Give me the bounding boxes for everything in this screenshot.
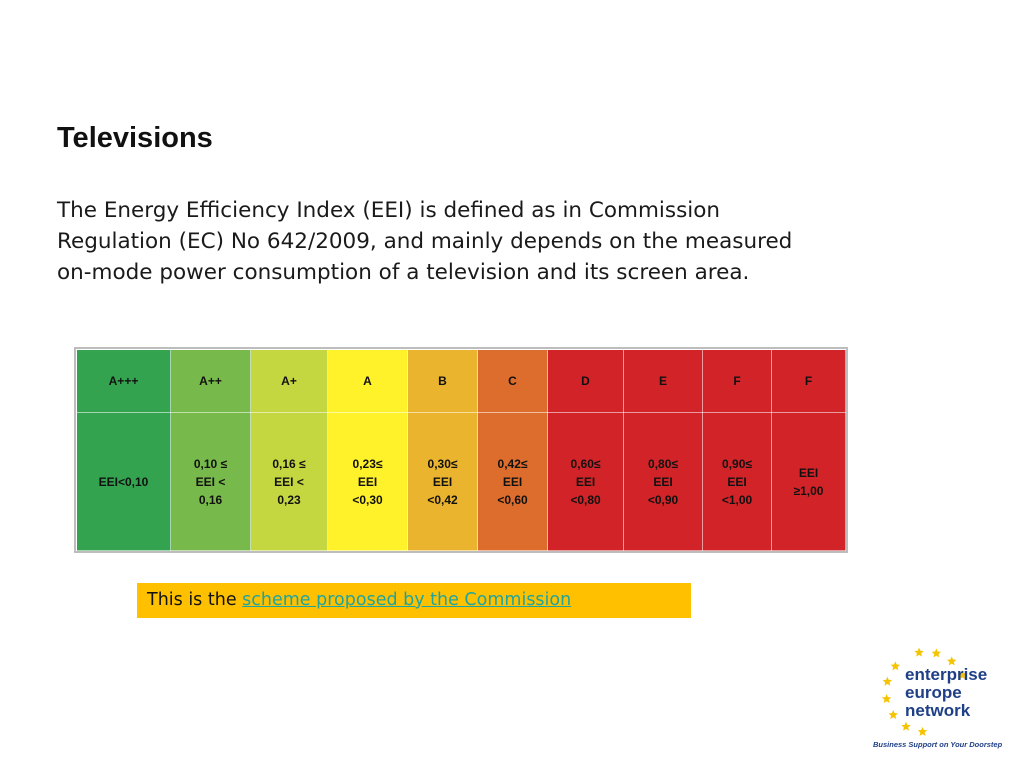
range-line: EEI bbox=[502, 474, 523, 489]
eei-class-table: A+++ A++ A+ A B C D E F F EEI<0,10 0,10 … bbox=[74, 347, 848, 553]
range-line: 0,60≤ bbox=[570, 456, 601, 471]
star-icon bbox=[917, 726, 928, 736]
range-line: EEI bbox=[357, 474, 378, 489]
class-label: A++ bbox=[199, 374, 222, 388]
range-line: EEI < bbox=[274, 474, 304, 489]
class-cell: D bbox=[547, 349, 624, 413]
star-icon bbox=[901, 721, 911, 731]
class-label: F bbox=[733, 374, 741, 388]
scheme-link[interactable]: scheme proposed by the Commission bbox=[242, 590, 572, 610]
class-cell: E bbox=[623, 349, 703, 413]
range-line: <0,60 bbox=[497, 492, 528, 507]
range-line: 0,42≤ bbox=[497, 456, 528, 471]
class-label: A+++ bbox=[108, 374, 139, 388]
logo-wordmark: enterprise europe network bbox=[905, 666, 987, 720]
class-label: A bbox=[363, 374, 372, 388]
paragraph-line-1: The Energy Efficiency Index (EEI) is def… bbox=[57, 198, 721, 223]
range-cell: 0,30≤ EEI <0,42 bbox=[407, 412, 478, 551]
range-cell: EEI ≥1,00 bbox=[771, 412, 846, 551]
star-icon bbox=[931, 648, 942, 658]
slide-title: Televisions bbox=[57, 122, 213, 154]
enterprise-europe-network-logo bbox=[881, 647, 968, 736]
range-line: 0,90≤ bbox=[722, 456, 752, 471]
eei-range-row: EEI<0,10 0,10 ≤ EEI < 0,16 0,16 ≤ EEI < … bbox=[76, 412, 846, 551]
range-line: <0,90 bbox=[647, 492, 679, 507]
range-line: EEI bbox=[653, 474, 673, 489]
class-label: F bbox=[804, 374, 813, 388]
range-cell: 0,23≤ EEI <0,30 bbox=[327, 412, 408, 551]
range-line: EEI bbox=[432, 474, 453, 489]
range-line: 0,16 ≤ bbox=[272, 456, 306, 471]
class-header-row: A+++ A++ A+ A B C D E F F bbox=[76, 349, 846, 413]
range-line: <0,80 bbox=[570, 492, 601, 507]
class-label: E bbox=[658, 374, 667, 388]
star-icon bbox=[888, 709, 898, 719]
range-cell: 0,90≤ EEI <1,00 bbox=[702, 412, 772, 551]
range-line: <0,30 bbox=[352, 492, 383, 507]
star-icon bbox=[946, 656, 957, 666]
class-cell: B bbox=[407, 349, 478, 413]
range-line: ≥1,00 bbox=[793, 483, 824, 498]
range-cell: 0,80≤ EEI <0,90 bbox=[623, 412, 703, 551]
class-cell: A+++ bbox=[76, 349, 171, 413]
range-cell: 0,42≤ EEI <0,60 bbox=[477, 412, 548, 551]
range-line: <1,00 bbox=[721, 492, 753, 507]
paragraph-line-3: on-mode power consumption of a televisio… bbox=[57, 260, 750, 285]
range-cell: 0,60≤ EEI <0,80 bbox=[547, 412, 624, 551]
scheme-callout: This is the scheme proposed by the Commi… bbox=[137, 583, 691, 618]
class-label: D bbox=[581, 374, 590, 388]
range-line: <0,42 bbox=[427, 492, 458, 507]
description-paragraph: The Energy Efficiency Index (EEI) is def… bbox=[57, 195, 937, 288]
range-line: EEI bbox=[727, 474, 747, 489]
star-icon bbox=[890, 661, 901, 671]
class-label: C bbox=[508, 374, 517, 388]
range-line: 0,80≤ bbox=[648, 456, 678, 471]
logo-line-2: europe bbox=[905, 683, 962, 702]
star-icon bbox=[914, 647, 924, 657]
callout-prefix: This is the bbox=[147, 590, 243, 610]
class-cell: C bbox=[477, 349, 548, 413]
range-line: 0,30≤ bbox=[427, 456, 458, 471]
range-line: 0,16 bbox=[198, 492, 223, 507]
class-cell: A bbox=[327, 349, 408, 413]
star-icon bbox=[882, 676, 893, 686]
range-line: EEI bbox=[575, 474, 596, 489]
logo-line-3: network bbox=[905, 701, 971, 720]
range-line: 0,10 ≤ bbox=[193, 456, 228, 471]
range-line: EEI<0,10 bbox=[98, 474, 149, 489]
class-cell: A+ bbox=[250, 349, 328, 413]
range-cell: 0,16 ≤ EEI < 0,23 bbox=[250, 412, 328, 551]
class-cell: F bbox=[702, 349, 772, 413]
class-label: A+ bbox=[281, 374, 297, 388]
eu-stars-icon bbox=[881, 647, 968, 736]
class-cell: F bbox=[771, 349, 846, 413]
class-cell: A++ bbox=[170, 349, 251, 413]
logo-tagline: Business Support on Your Doorstep bbox=[873, 740, 1003, 749]
range-cell: 0,10 ≤ EEI < 0,16 bbox=[170, 412, 251, 551]
star-icon bbox=[957, 670, 968, 680]
range-line: EEI bbox=[798, 465, 819, 480]
range-line: 0,23≤ bbox=[352, 456, 383, 471]
logo-line-1: enterprise bbox=[905, 665, 988, 684]
class-label: B bbox=[438, 374, 447, 388]
paragraph-line-2: Regulation (EC) No 642/2009, and mainly … bbox=[57, 229, 793, 254]
range-line: EEI < bbox=[195, 474, 226, 489]
range-cell: EEI<0,10 bbox=[76, 412, 171, 551]
range-line: 0,23 bbox=[277, 492, 301, 507]
star-icon bbox=[881, 693, 892, 703]
